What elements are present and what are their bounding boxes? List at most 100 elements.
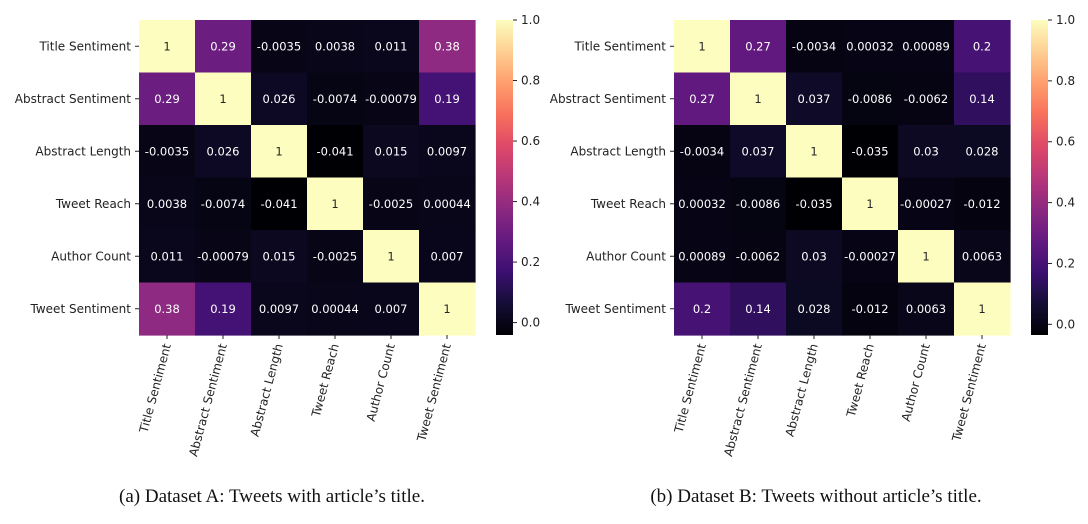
heatmap-cell bbox=[730, 72, 787, 126]
cell-label: 0.037 bbox=[798, 92, 831, 106]
cell-label: -0.0074 bbox=[201, 197, 245, 211]
y-tick-label: Tweet Reach bbox=[55, 197, 131, 211]
cell-label: 0.29 bbox=[210, 39, 236, 53]
heatmap-cell bbox=[898, 20, 955, 74]
colorbar bbox=[1031, 20, 1048, 335]
cell-label: 1 bbox=[922, 249, 929, 263]
colorbar-tick-label: 0.8 bbox=[1056, 74, 1075, 88]
colorbar-tick-label: 0.4 bbox=[521, 195, 540, 209]
cell-label: 0.0038 bbox=[315, 39, 355, 53]
heatmap-cell bbox=[674, 20, 731, 74]
cell-label: 1 bbox=[275, 144, 282, 158]
heatmap-cell bbox=[307, 72, 364, 126]
heatmap-cell bbox=[195, 125, 252, 179]
heatmap-cell bbox=[786, 125, 843, 179]
cell-label: 0.27 bbox=[745, 39, 771, 53]
heatmap-cell bbox=[307, 20, 364, 74]
cell-label: 0.026 bbox=[207, 144, 240, 158]
heatmap-cell bbox=[195, 20, 252, 74]
colorbar-tick-label: 1.0 bbox=[1056, 13, 1075, 27]
cell-label: 1 bbox=[443, 302, 450, 316]
y-tick-label: Abstract Sentiment bbox=[550, 92, 667, 106]
cell-label: 0.27 bbox=[689, 92, 715, 106]
cell-label: 0.03 bbox=[801, 249, 827, 263]
heatmap-cell bbox=[139, 282, 196, 336]
cell-label: 0.007 bbox=[375, 302, 408, 316]
heatmap-cell bbox=[251, 72, 308, 126]
cell-label: 0.0097 bbox=[259, 302, 299, 316]
heatmap-cell bbox=[363, 72, 420, 126]
heatmap-cell bbox=[363, 230, 420, 284]
cell-label: 0.011 bbox=[375, 39, 408, 53]
heatmap-cell bbox=[730, 282, 787, 336]
heatmap-cell bbox=[674, 177, 731, 231]
caption-b: (b) Dataset B: Tweets without article’s … bbox=[650, 486, 982, 507]
cell-label: 0.007 bbox=[431, 249, 464, 263]
cell-label: 0.028 bbox=[966, 144, 999, 158]
y-tick-label: Abstract Length bbox=[35, 144, 131, 158]
cell-label: 0.00089 bbox=[902, 39, 950, 53]
x-tick-label: Abstract Length bbox=[783, 342, 821, 438]
cell-label: 1 bbox=[810, 144, 817, 158]
y-tick-label: Abstract Sentiment bbox=[15, 92, 132, 106]
heatmap-cell bbox=[842, 230, 899, 284]
cell-label: 0.19 bbox=[434, 92, 460, 106]
heatmap-cell bbox=[674, 125, 731, 179]
heatmap-cell bbox=[363, 20, 420, 74]
heatmap-cell bbox=[195, 282, 252, 336]
heatmap-cell bbox=[954, 72, 1011, 126]
cell-label: 0.2 bbox=[973, 39, 991, 53]
heatmap-cell bbox=[195, 230, 252, 284]
heatmap-cell bbox=[674, 230, 731, 284]
colorbar-tick-label: 0.2 bbox=[1056, 256, 1075, 270]
heatmap-cell bbox=[842, 125, 899, 179]
cell-label: 0.011 bbox=[151, 249, 184, 263]
heatmap-cell bbox=[842, 177, 899, 231]
cell-label: 0.028 bbox=[798, 302, 831, 316]
cell-label: -0.012 bbox=[963, 197, 1000, 211]
cell-label: 1 bbox=[331, 197, 338, 211]
y-tick-label: Tweet Sentiment bbox=[565, 302, 667, 316]
heatmap-cell bbox=[786, 282, 843, 336]
heatmap-cell bbox=[954, 282, 1011, 336]
heatmap-cell bbox=[842, 20, 899, 74]
heatmap-cell bbox=[363, 125, 420, 179]
x-tick-label: Title Sentiment bbox=[671, 342, 709, 435]
cell-label: 0.38 bbox=[434, 39, 460, 53]
heatmap-cell bbox=[139, 177, 196, 231]
heatmap-cell bbox=[251, 282, 308, 336]
cell-label: 0.14 bbox=[745, 302, 771, 316]
cell-label: -0.00027 bbox=[844, 249, 896, 263]
heatmap-cell bbox=[195, 177, 252, 231]
heatmap-cell bbox=[898, 282, 955, 336]
heatmap-cell bbox=[730, 177, 787, 231]
heatmap-cell bbox=[307, 230, 364, 284]
heatmap-cell bbox=[419, 72, 476, 126]
colorbar-tick-label: 0.6 bbox=[1056, 135, 1075, 149]
cell-label: 0.00044 bbox=[311, 302, 359, 316]
cell-label: -0.00079 bbox=[365, 92, 417, 106]
heatmap-cell bbox=[730, 230, 787, 284]
heatmap-cell bbox=[898, 177, 955, 231]
cell-label: -0.0034 bbox=[792, 39, 836, 53]
heatmap-cell bbox=[251, 177, 308, 231]
heatmap-cell bbox=[419, 177, 476, 231]
x-tick-label: Abstract Sentiment bbox=[186, 342, 230, 458]
cell-label: 0.00032 bbox=[678, 197, 726, 211]
cell-label: -0.041 bbox=[316, 144, 353, 158]
heatmap-cell bbox=[786, 72, 843, 126]
cell-label: -0.0062 bbox=[904, 92, 948, 106]
cell-label: 0.38 bbox=[154, 302, 180, 316]
cell-label: 0.2 bbox=[693, 302, 711, 316]
cell-label: 1 bbox=[866, 197, 873, 211]
cell-label: 0.015 bbox=[375, 144, 408, 158]
cell-label: 0.03 bbox=[913, 144, 939, 158]
cell-label: -0.00079 bbox=[197, 249, 249, 263]
cell-label: 1 bbox=[219, 92, 226, 106]
colorbar-tick-label: 1.0 bbox=[521, 13, 540, 27]
cell-label: -0.00027 bbox=[900, 197, 952, 211]
heatmap-panel-a: 1 0.29 -0.0035 0.0038 0.011 0.380.29 1 0.026 -0.… bbox=[15, 13, 540, 458]
heatmap-cell bbox=[898, 125, 955, 179]
colorbar-tick-label: 0.6 bbox=[521, 134, 540, 148]
